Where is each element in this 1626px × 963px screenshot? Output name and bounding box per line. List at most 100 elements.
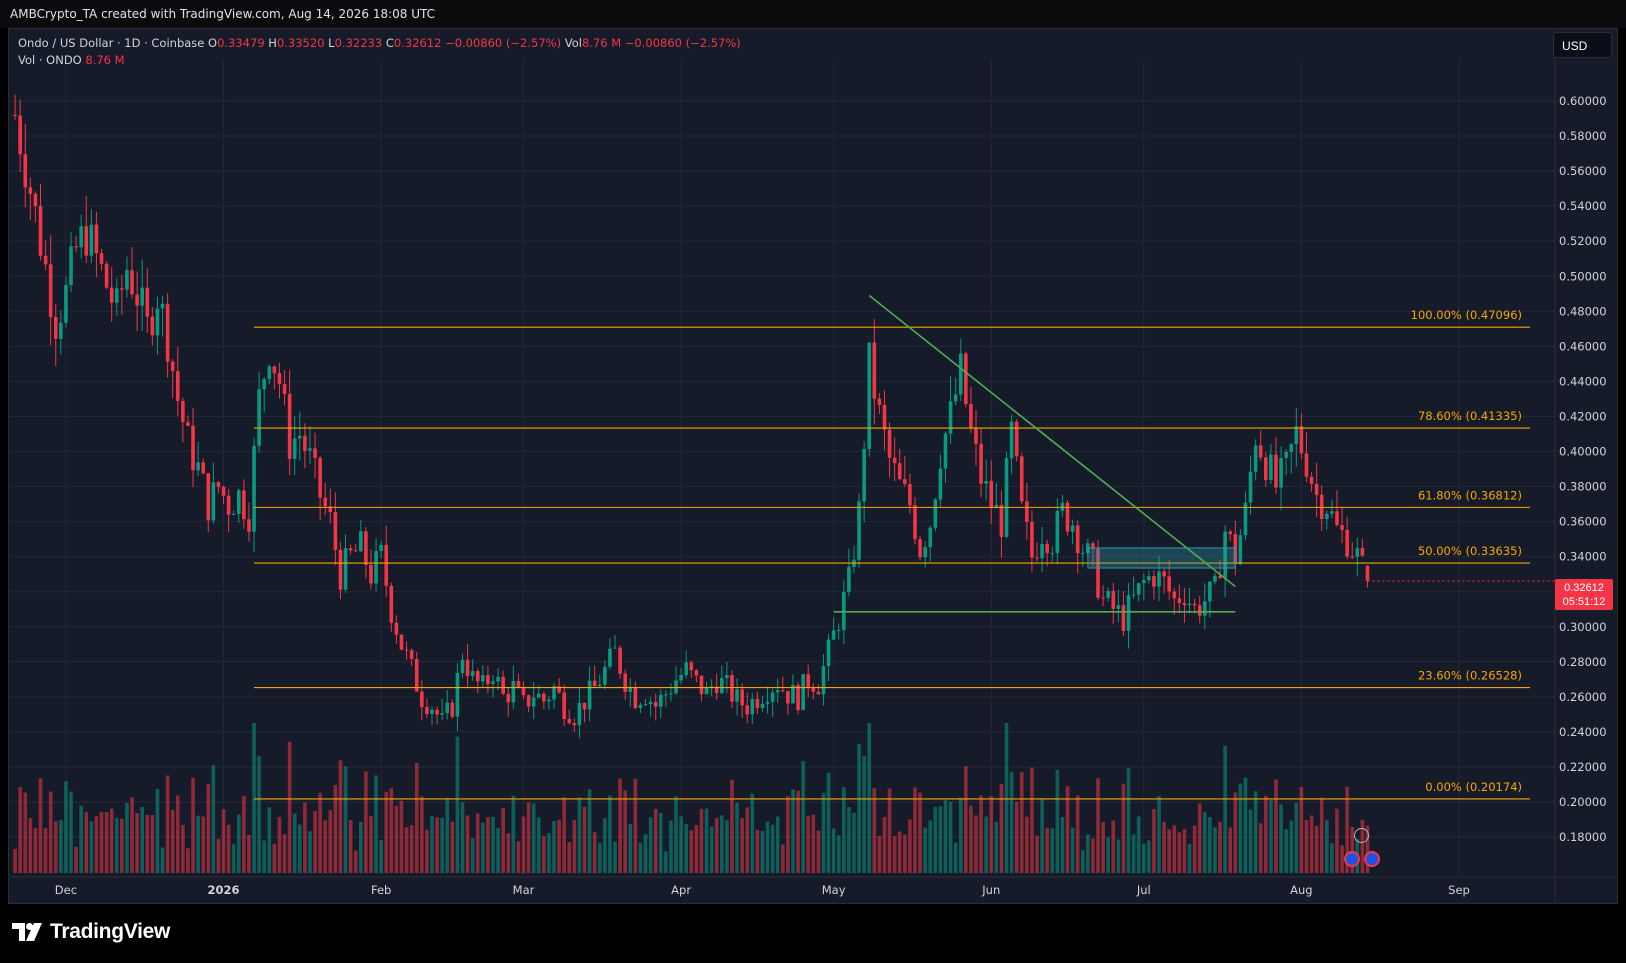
candle-body [577,702,582,726]
volume-bar [1192,825,1197,873]
candle-body [877,398,882,405]
candle-body [323,497,328,507]
candle-body [1116,605,1121,609]
tradingview-mark-icon [12,923,42,942]
lightning-event-icon[interactable] [1354,828,1369,843]
fib-level-label: 78.60% (0.41335) [1418,409,1522,423]
candle-body [1248,471,1253,503]
candle-body [801,674,805,711]
volume-bar [592,832,597,873]
volume-bar [475,813,480,873]
volume-row: Vol · ONDO 8.76 M [18,52,741,69]
volume-bar [404,827,409,873]
close-label: C [385,36,394,50]
candle-body [567,719,572,724]
volume-bar [633,778,638,873]
candle-body [826,639,831,667]
x-tick-label: Dec [55,883,77,897]
tradingview-logo[interactable]: TradingView [12,920,170,944]
volume-bar [1014,801,1019,873]
candle-body [1075,525,1080,554]
volume-bar [847,807,851,873]
candle-body [1213,575,1217,582]
volume-bar [384,791,389,873]
candle-body [903,479,907,484]
volume-bar [1228,827,1233,873]
candle-body [43,255,48,265]
volume-bar [89,821,94,873]
candle-body [379,544,383,552]
volume-bar [1152,809,1156,873]
candle-body [496,676,500,682]
volume-bar [145,814,150,873]
volume-bar [669,820,673,873]
currency-button[interactable]: USD [1553,32,1612,58]
candle-body [247,519,251,532]
volume-bar [704,808,709,873]
volume-bar [521,816,526,873]
candle-body [506,693,511,703]
candle-body [1162,571,1166,577]
candle-body [1350,556,1355,558]
volume-bar [943,800,948,873]
candle-body [475,671,480,682]
volume-bar [1258,823,1263,873]
candle-body [597,684,602,687]
volume-bar [801,761,805,873]
volume-bar [1279,804,1283,873]
volume-bar [887,788,892,873]
volume-bar [1289,820,1294,873]
y-tick-label: 0.46000 [1559,339,1607,353]
volume-bar [216,838,221,873]
candle-body [1111,591,1116,609]
volume-bar [1162,821,1166,873]
flag-event-icon[interactable] [1364,851,1380,867]
candle-body [277,373,282,385]
candle-body [455,672,460,717]
volume-bar [587,789,592,873]
candle-body [831,630,836,640]
volume-bar [94,816,99,873]
volume-bar [1340,845,1344,873]
volume-bar [1091,838,1095,873]
candle-body [333,512,338,550]
volume-bar [1075,795,1080,873]
volume-bar [69,791,73,873]
volume-bar [450,821,455,873]
candle-body [587,680,592,710]
volume-bar [379,840,383,873]
volume-bar [1116,839,1121,873]
volume-bar [420,796,424,873]
y-tick-label: 0.36000 [1559,515,1607,529]
volume-bar [247,834,251,873]
candle-body [414,658,419,692]
candle-body [394,622,399,635]
candle-body [272,366,277,374]
candle-body [18,115,22,155]
candle-body [755,698,760,709]
candle-body [1045,544,1049,554]
close-value: 0.32612 [393,36,442,50]
volume-bar [272,843,277,873]
candle-body [267,366,272,380]
volume-bar [491,816,495,873]
volume-bar [287,741,292,873]
candle-body [191,425,195,471]
volume-bar [613,841,617,873]
candle-body [674,680,678,694]
volume-indicator-label[interactable]: Vol · ONDO [18,53,82,67]
candle-body [689,662,694,671]
volume-bar [140,807,144,873]
chart-frame[interactable] [8,28,1618,904]
volume-bar [714,818,719,873]
symbol-name[interactable]: Ondo / US Dollar · 1D · Coinbase [18,36,205,50]
volume-bar [531,803,536,873]
candle-body [775,690,780,693]
volume-bar [13,848,17,873]
high-value: 0.33520 [276,36,325,50]
candle-body [170,361,175,372]
y-tick-label: 0.18000 [1559,830,1607,844]
flag-event-icon[interactable] [1344,851,1360,867]
candle-body [48,264,53,317]
